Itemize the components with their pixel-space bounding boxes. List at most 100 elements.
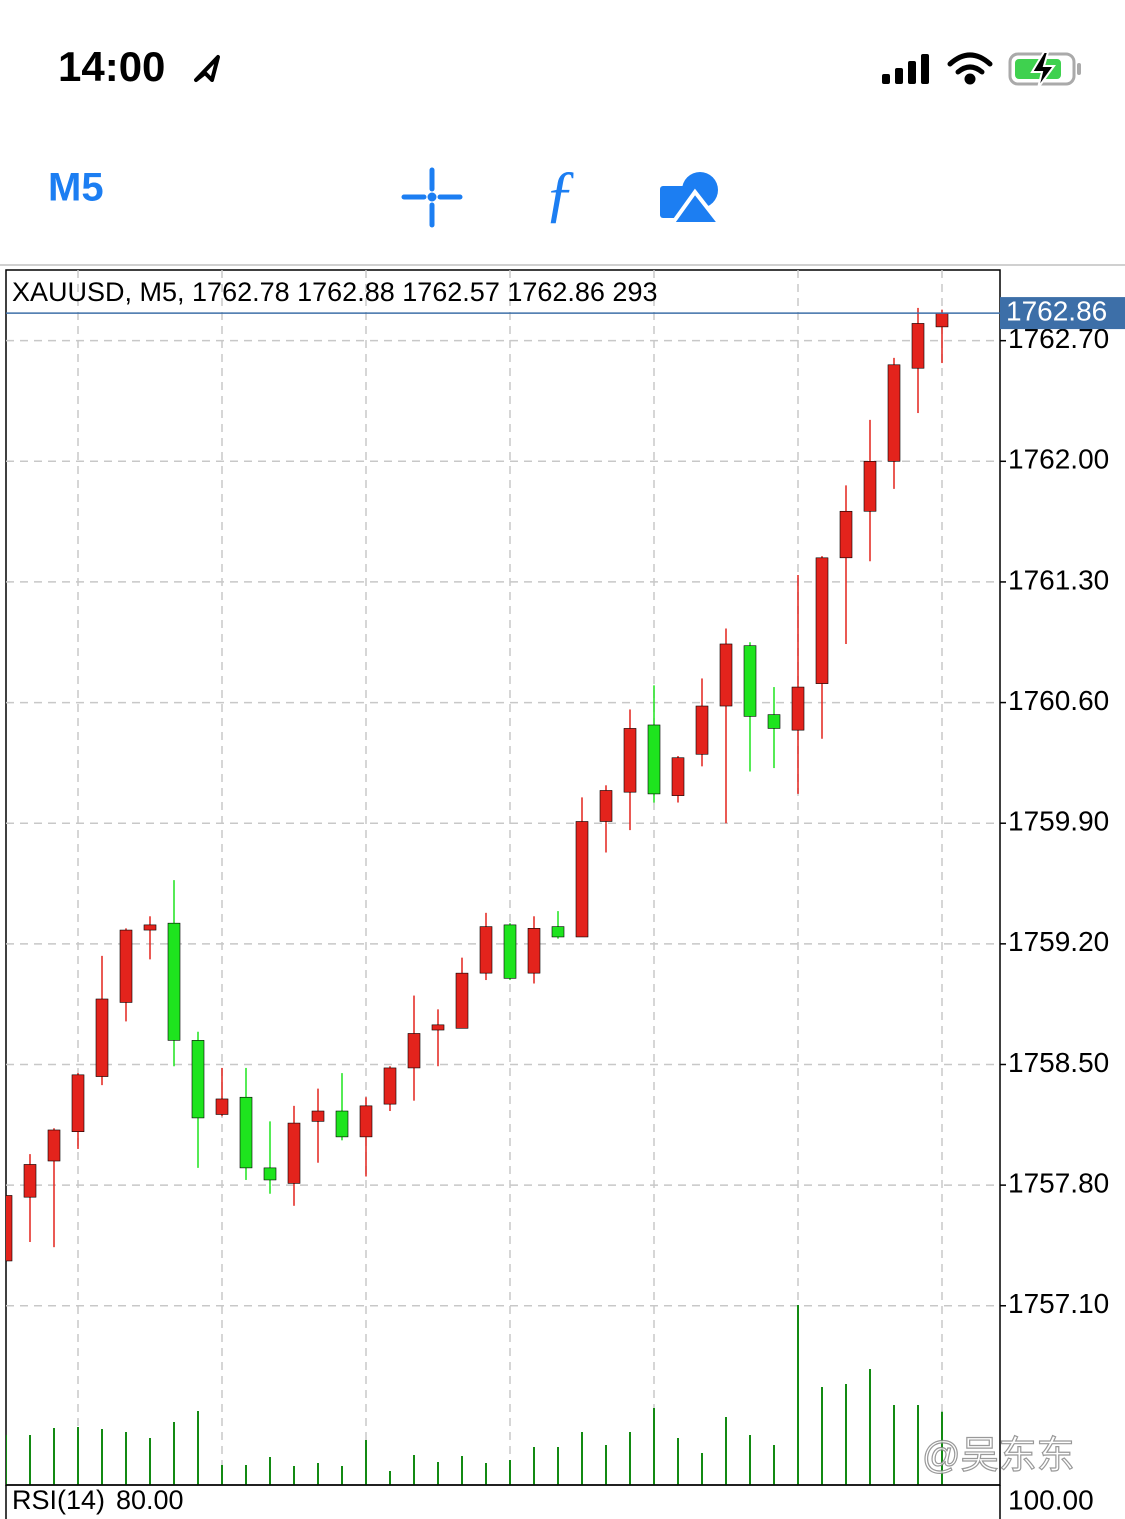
volume-bar <box>581 1432 583 1485</box>
candle-body <box>503 924 517 979</box>
volume-bar <box>509 1460 511 1485</box>
volume-bar <box>941 1411 943 1485</box>
candle-body <box>791 686 805 731</box>
volume-bar <box>461 1456 463 1485</box>
candle-body <box>719 643 733 707</box>
candle-body <box>6 1195 13 1262</box>
candle-body <box>479 926 493 974</box>
candle-body <box>359 1105 373 1138</box>
volume-bar <box>701 1453 703 1485</box>
volume-bar <box>893 1405 895 1485</box>
candle-body <box>911 323 925 369</box>
timeframe-button[interactable]: M5 <box>48 166 104 210</box>
candle-body <box>671 757 685 796</box>
candle-body <box>623 728 637 793</box>
volume-bar <box>485 1463 487 1485</box>
y-tick-label: 1760.60 <box>1008 685 1109 716</box>
objects-button[interactable] <box>660 172 725 226</box>
candle-body <box>815 557 829 684</box>
candle-body <box>167 922 181 1041</box>
candle-body <box>191 1040 205 1119</box>
crosshair-button[interactable] <box>401 167 463 228</box>
candle-body <box>95 998 109 1077</box>
candle-body <box>287 1122 301 1184</box>
vertical-grid <box>77 270 943 1485</box>
plot-area <box>6 307 1000 1485</box>
candle-body <box>935 312 949 328</box>
candle-body <box>119 929 133 1003</box>
volume-bar <box>101 1429 103 1485</box>
y-tick-label: 1759.20 <box>1008 926 1109 957</box>
candle-body <box>551 926 565 938</box>
candle-body <box>599 790 613 822</box>
volume-bar <box>173 1422 175 1485</box>
volume-bar <box>341 1466 343 1485</box>
volume-bar <box>245 1465 247 1485</box>
location-icon <box>194 55 220 82</box>
candle-body <box>695 705 709 755</box>
current-price-label: 1762.86 <box>1006 295 1107 326</box>
price-axis: 1757.10 1757.80 1758.50 1759.20 1759.90 1760.… <box>1000 323 1109 1319</box>
candle-body <box>839 510 853 559</box>
watermark: @吴东东 <box>922 1435 1075 1477</box>
volume-bar <box>653 1408 655 1485</box>
candle-body <box>455 972 469 1029</box>
battery-icon <box>1008 51 1081 89</box>
candle-body <box>575 821 589 938</box>
candle-body <box>239 1096 253 1169</box>
y-tick-label: 1761.30 <box>1008 564 1109 595</box>
volume-bar <box>629 1432 631 1485</box>
y-tick-label: 1757.80 <box>1008 1168 1109 1199</box>
volume-bar <box>533 1447 535 1485</box>
candle-body <box>767 714 781 729</box>
chart-frame <box>5 269 1001 1486</box>
candle-body <box>407 1033 421 1069</box>
volume-bar <box>557 1447 559 1485</box>
status-time: 14:00 <box>58 43 165 90</box>
indicators-button[interactable]: ƒ <box>544 158 576 229</box>
volume-bar <box>725 1417 727 1485</box>
rsi-name: RSI(14) <box>12 1485 105 1515</box>
wifi-icon <box>947 52 993 85</box>
candle-body <box>383 1067 397 1105</box>
volume-bar <box>221 1465 223 1485</box>
volume-bar <box>6 1435 7 1485</box>
volume-bar <box>317 1463 319 1485</box>
candle-body <box>47 1129 61 1162</box>
y-tick-label: 1757.10 <box>1008 1288 1109 1319</box>
volume-bar <box>845 1384 847 1485</box>
volume-bar <box>293 1466 295 1485</box>
candle-body <box>71 1074 85 1133</box>
volume-bar <box>389 1471 391 1485</box>
candle-body <box>23 1164 37 1198</box>
candle-body <box>863 460 877 512</box>
candle-body <box>647 724 661 795</box>
candle-body <box>527 928 541 974</box>
volume-bar <box>749 1435 751 1485</box>
y-tick-label: 1762.00 <box>1008 444 1109 475</box>
volume-bar <box>605 1445 607 1485</box>
rsi-tick-label: 100.00 <box>1008 1484 1094 1515</box>
volume-bar <box>437 1462 439 1485</box>
volume-bar <box>917 1405 919 1485</box>
current-price-box <box>1000 297 1125 330</box>
volume-bar <box>797 1305 799 1485</box>
candle-body <box>887 364 901 462</box>
volume-bar <box>77 1427 79 1485</box>
candle-body <box>335 1110 349 1138</box>
volume-bar <box>197 1411 199 1485</box>
y-tick-label: 1758.50 <box>1008 1047 1109 1078</box>
volume-bar <box>821 1387 823 1485</box>
candle-body <box>263 1167 277 1181</box>
volume-bar <box>773 1445 775 1485</box>
y-tick-label: 1759.90 <box>1008 806 1109 837</box>
chart-header: XAUUSD, M5, 1762.78 1762.88 1762.57 1762… <box>12 277 657 307</box>
volume-bar <box>365 1440 367 1485</box>
signal-icon <box>882 54 929 84</box>
candle-body <box>431 1024 445 1031</box>
volume-bar <box>869 1369 871 1485</box>
candle-body <box>143 924 157 931</box>
volume-bar <box>413 1455 415 1485</box>
